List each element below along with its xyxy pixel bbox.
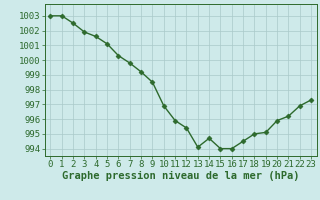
X-axis label: Graphe pression niveau de la mer (hPa): Graphe pression niveau de la mer (hPa): [62, 171, 300, 181]
